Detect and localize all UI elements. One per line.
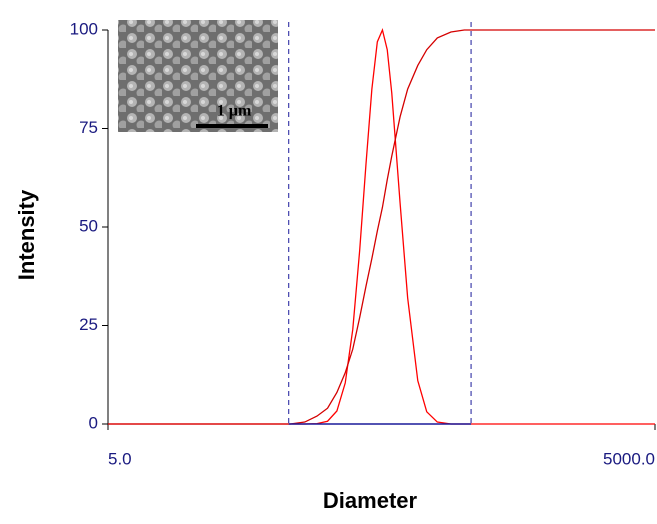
x-axis-title: Diameter	[323, 488, 418, 513]
y-tick-label: 50	[79, 216, 98, 235]
scale-bar-label: 1 µm	[217, 103, 252, 120]
y-tick-label: 75	[79, 118, 98, 137]
y-axis-title: Intensity	[14, 189, 39, 280]
inset-image	[118, 20, 278, 132]
x-tick-label: 5000.0	[603, 449, 655, 468]
y-tick-label: 0	[89, 413, 98, 432]
y-tick-label: 25	[79, 315, 98, 334]
curve	[108, 29, 655, 425]
x-tick-label: 5.0	[108, 449, 132, 468]
y-tick-label: 100	[70, 19, 98, 38]
